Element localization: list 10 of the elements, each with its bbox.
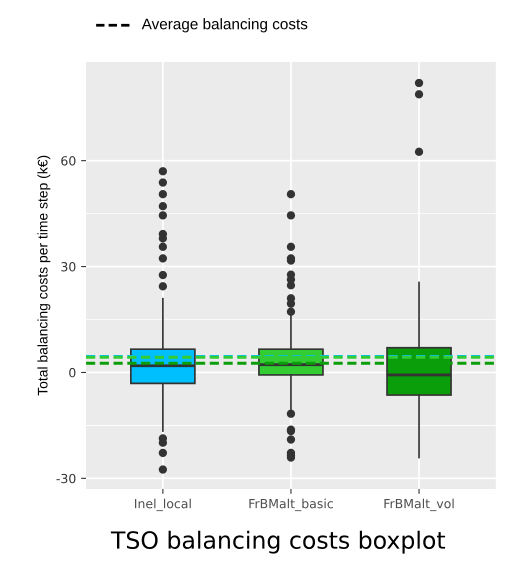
y-axis-title: Total balancing costs per time step (k€) bbox=[37, 156, 50, 396]
x-tick-label: FrBMalt_basic bbox=[249, 498, 333, 512]
y-tick-label: 60 bbox=[61, 156, 76, 166]
text: TSO balancing costs boxplot bbox=[110, 530, 446, 554]
y-tick-label: 0 bbox=[69, 368, 76, 378]
y-tick-label: -30 bbox=[56, 474, 76, 484]
text: Average balancing costs bbox=[142, 18, 308, 32]
x-tick-label: Inel_local bbox=[135, 498, 191, 512]
y-tick-label: 30 bbox=[61, 262, 76, 272]
x-tick-label: FrBMalt_vol bbox=[384, 498, 454, 512]
